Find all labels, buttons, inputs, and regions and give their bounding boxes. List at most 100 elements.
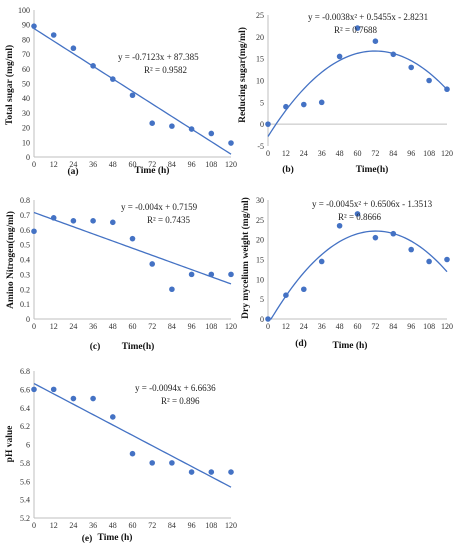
chart-panel-5: 5.2 5.4 5.6 5.8 6 6.2 6.4 6.6 6.8 0 12 24 36 48 60 72 84… bbox=[5, 367, 237, 544]
r-squared-label: R² = 0.9582 bbox=[144, 65, 187, 75]
data-point bbox=[318, 99, 325, 106]
data-point bbox=[90, 63, 96, 69]
y-tick-label: 20 bbox=[256, 236, 264, 245]
trendline bbox=[33, 27, 232, 155]
trendline-equation: y = -0.7123x + 87.385 bbox=[118, 52, 199, 62]
x-tick-label: 120 bbox=[225, 160, 237, 169]
data-point bbox=[50, 32, 57, 38]
x-tick-label: 0 bbox=[32, 322, 36, 331]
y-tick-label: 20 bbox=[256, 33, 264, 42]
data-point bbox=[426, 77, 432, 84]
chart-panel-4: 0 5 10 15 20 25 30 0 12 24 36 48 60 72 84 96 108 120 y = -… bbox=[240, 196, 453, 351]
x-axis-title: Time(h) bbox=[356, 164, 389, 175]
x-tick-label: 0 bbox=[32, 160, 36, 169]
y-tick-label: 0.2 bbox=[20, 285, 30, 294]
chart-panel-3: 0 0.1 0.2 0.3 0.4 0.5 0.6 0.7 0.8 0 12 24 36 48 60 72 84… bbox=[5, 196, 237, 352]
y-tick-label: 5.8 bbox=[20, 459, 30, 468]
data-point bbox=[265, 316, 271, 322]
trendline bbox=[268, 230, 448, 320]
trendline-equation: y = -0.004x + 0.7159 bbox=[121, 202, 198, 212]
data-point bbox=[301, 286, 307, 293]
x-axis-title: Time (h) bbox=[333, 340, 368, 351]
x-tick-label: 48 bbox=[109, 322, 117, 331]
x-tick-label: 96 bbox=[407, 149, 415, 158]
trendline-equation: y = -0.0094x + 6.6636 bbox=[135, 383, 216, 393]
y-tick-label: 5.2 bbox=[20, 514, 30, 523]
x-tick-label: 120 bbox=[225, 322, 237, 331]
data-point bbox=[169, 460, 175, 466]
data-point bbox=[110, 219, 116, 226]
data-point bbox=[372, 38, 379, 44]
y-axis-title: Total sugar (mg/ml) bbox=[4, 45, 15, 125]
x-tick-label: 84 bbox=[168, 160, 176, 169]
y-tick-label: 60 bbox=[22, 65, 30, 74]
x-tick-label: 84 bbox=[168, 521, 176, 530]
x-tick-label: 60 bbox=[129, 521, 137, 530]
x-tick-label: 12 bbox=[50, 160, 58, 169]
x-tick-label: 96 bbox=[407, 322, 415, 331]
panel-label: (e) bbox=[82, 533, 93, 544]
y-tick-label: 5 bbox=[260, 295, 264, 304]
x-tick-label: 120 bbox=[441, 149, 453, 158]
x-tick-label: 60 bbox=[354, 322, 362, 331]
x-tick-label: 108 bbox=[423, 149, 435, 158]
y-tick-label: 5 bbox=[260, 98, 264, 107]
data-point bbox=[283, 103, 289, 110]
y-tick-label: 15 bbox=[256, 55, 264, 64]
y-tick-label: 6.4 bbox=[20, 404, 30, 413]
data-point bbox=[228, 140, 234, 146]
data-point bbox=[149, 261, 155, 267]
x-axis-title: Time (h) bbox=[135, 165, 170, 176]
y-tick-label: 25 bbox=[256, 216, 264, 225]
x-tick-label: 84 bbox=[389, 149, 397, 158]
x-tick-label: 108 bbox=[205, 322, 217, 331]
y-tick-label: 100 bbox=[18, 6, 30, 15]
data-point bbox=[31, 23, 37, 29]
x-tick-label: 12 bbox=[50, 521, 58, 530]
x-tick-label: 108 bbox=[205, 521, 217, 530]
data-point bbox=[444, 86, 450, 93]
data-point bbox=[265, 121, 271, 127]
x-tick-label: 72 bbox=[148, 521, 156, 530]
y-tick-label: 0.3 bbox=[20, 270, 30, 279]
x-tick-label: 24 bbox=[69, 322, 77, 331]
y-tick-label: 30 bbox=[22, 109, 30, 118]
data-point bbox=[390, 230, 397, 237]
y-tick-label: 0.4 bbox=[20, 256, 30, 265]
x-tick-label: 60 bbox=[129, 160, 137, 169]
data-point bbox=[70, 45, 77, 52]
data-point bbox=[110, 414, 116, 420]
data-point bbox=[149, 120, 155, 126]
trendline bbox=[267, 50, 448, 137]
data-point bbox=[169, 123, 175, 129]
data-point bbox=[70, 218, 77, 224]
y-tick-label: 10 bbox=[22, 138, 30, 147]
data-point bbox=[408, 246, 415, 253]
trendline bbox=[33, 211, 232, 285]
x-tick-label: 24 bbox=[300, 322, 308, 331]
x-tick-label: 60 bbox=[354, 149, 362, 158]
x-tick-label: 12 bbox=[282, 149, 290, 158]
panel-label: (c) bbox=[90, 341, 101, 352]
x-tick-label: 0 bbox=[32, 521, 36, 530]
y-tick-label: 0.1 bbox=[20, 300, 30, 309]
x-tick-label: 48 bbox=[336, 149, 344, 158]
data-point bbox=[372, 234, 379, 241]
panel-label: (d) bbox=[295, 338, 307, 349]
data-point bbox=[188, 469, 195, 475]
y-tick-label: 10 bbox=[256, 275, 264, 284]
y-axis-title: Amino Nitrogen(mg/ml) bbox=[5, 211, 16, 309]
x-tick-label: 36 bbox=[89, 521, 97, 530]
data-point bbox=[90, 218, 96, 224]
x-tick-label: 48 bbox=[109, 521, 117, 530]
panel-label: (b) bbox=[282, 164, 294, 175]
y-tick-label: 0.6 bbox=[20, 226, 30, 235]
x-tick-label: 84 bbox=[389, 322, 397, 331]
x-tick-label: 24 bbox=[300, 149, 308, 158]
data-point bbox=[408, 64, 415, 71]
x-tick-label: 0 bbox=[266, 149, 270, 158]
x-tick-label: 108 bbox=[205, 160, 217, 169]
data-point bbox=[228, 469, 234, 475]
